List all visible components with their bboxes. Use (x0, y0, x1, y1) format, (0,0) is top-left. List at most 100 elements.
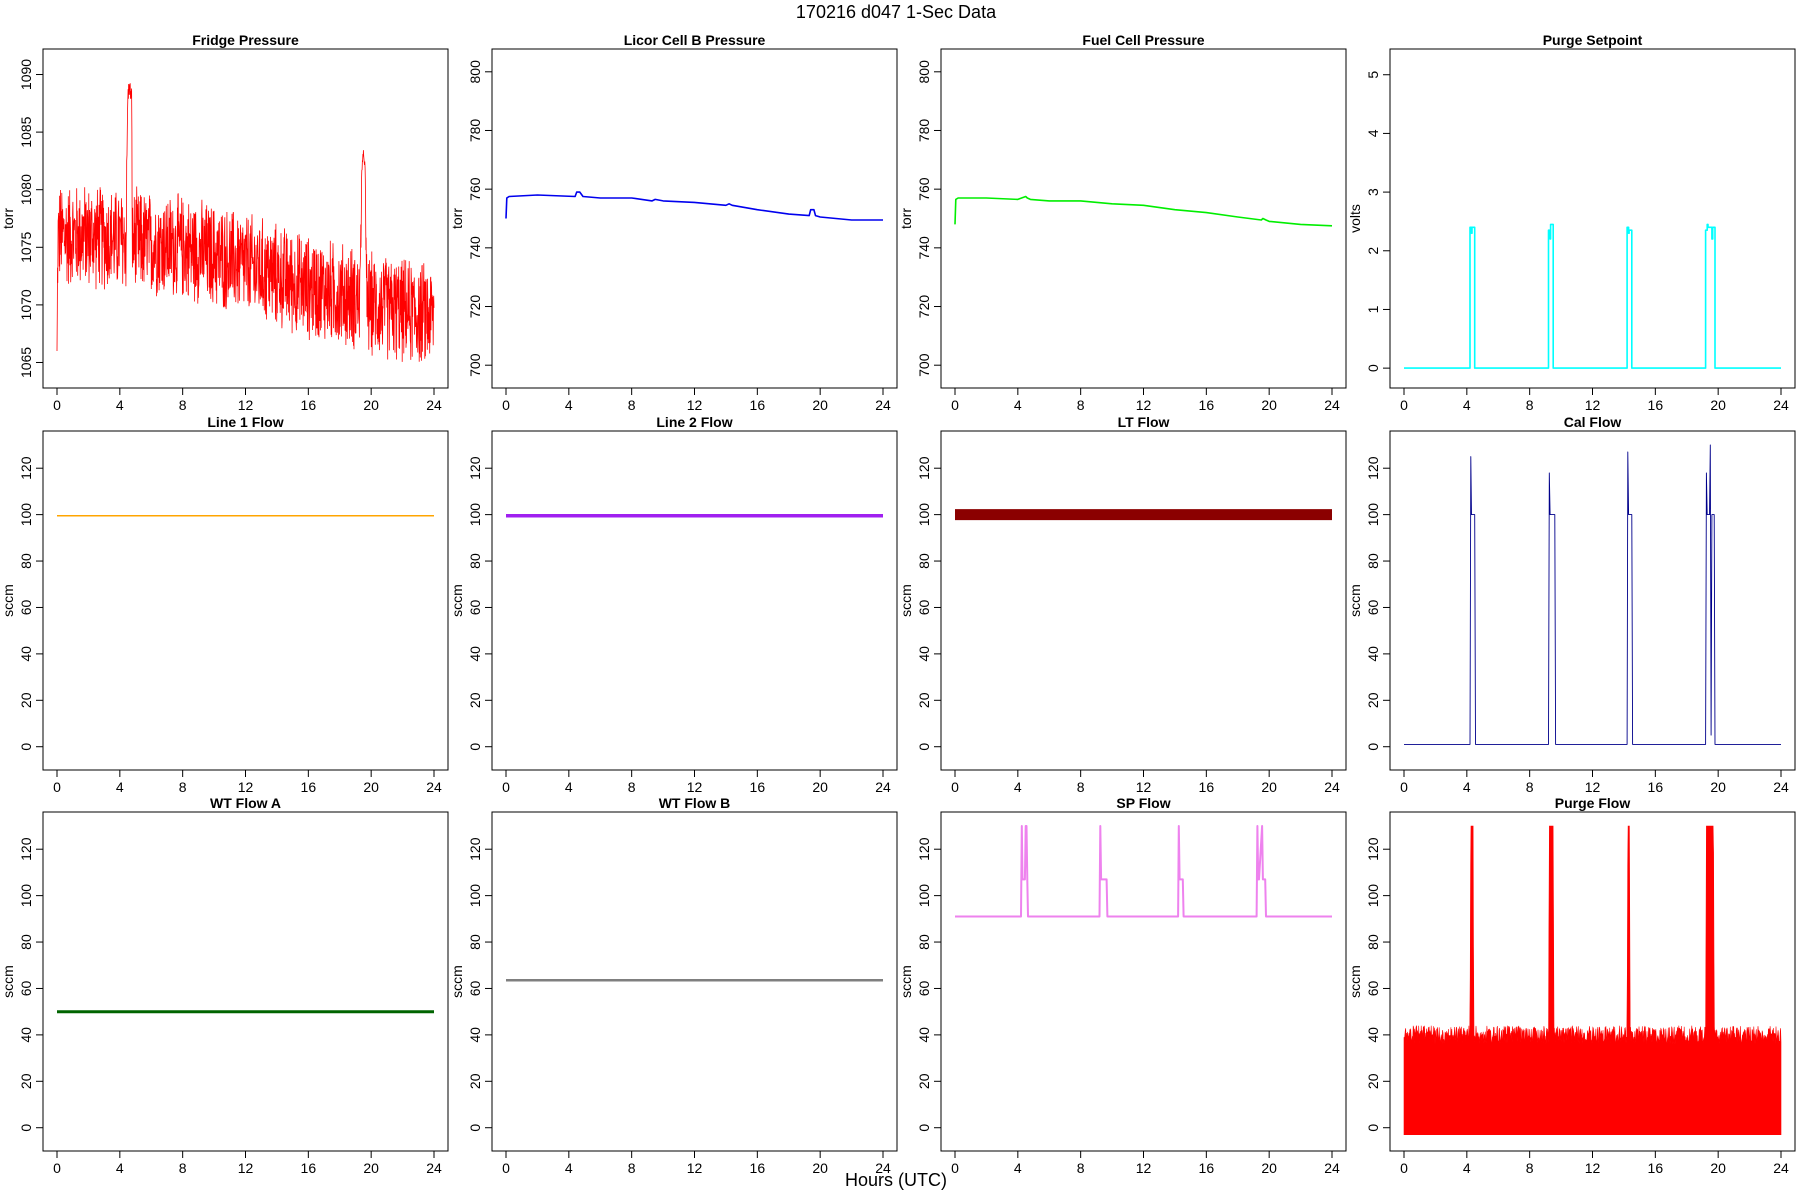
y-tick-label: 100 (18, 503, 34, 527)
y-tick-label: 1 (1365, 305, 1381, 313)
y-tick-label: 3 (1365, 188, 1381, 196)
y-axis-label: torr (0, 208, 16, 229)
y-tick-label: 100 (18, 884, 34, 908)
y-tick-label: 700 (916, 353, 932, 377)
y-tick-label: 40 (18, 646, 34, 662)
x-tick-label: 4 (1014, 779, 1022, 795)
y-tick-label: 100 (1365, 503, 1381, 527)
x-tick-label: 24 (1773, 397, 1789, 413)
panel-title: Line 2 Flow (656, 414, 732, 430)
y-tick-label: 80 (916, 934, 932, 950)
x-tick-label: 4 (1463, 397, 1471, 413)
y-tick-label: 2 (1365, 247, 1381, 255)
panel-title: Cal Flow (1564, 414, 1622, 430)
x-tick-label: 4 (1014, 1160, 1022, 1176)
y-tick-label: 60 (1365, 980, 1381, 996)
x-tick-label: 4 (565, 397, 573, 413)
figure-x-axis-label: Hours (UTC) (845, 1170, 947, 1190)
x-tick-label: 20 (1710, 397, 1726, 413)
y-tick-label: 20 (18, 692, 34, 708)
plot-frame (1389, 430, 1796, 771)
panel-title: Fridge Pressure (192, 32, 299, 48)
x-tick-label: 12 (1585, 779, 1601, 795)
x-tick-label: 16 (1648, 397, 1664, 413)
x-tick-label: 4 (1463, 779, 1471, 795)
y-tick-label: 4 (1365, 129, 1381, 137)
y-tick-label: 60 (1365, 599, 1381, 615)
y-tick-label: 0 (916, 1124, 932, 1132)
y-tick-label: 20 (1365, 692, 1381, 708)
y-tick-label: 1070 (18, 289, 34, 320)
y-tick-label: 0 (18, 1124, 34, 1132)
y-tick-label: 60 (916, 599, 932, 615)
y-tick-label: 120 (18, 456, 34, 480)
plot-frame (940, 430, 1347, 771)
y-tick-label: 20 (916, 1073, 932, 1089)
y-tick-label: 100 (916, 884, 932, 908)
y-tick-label: 20 (18, 1073, 34, 1089)
x-tick-label: 16 (301, 1160, 317, 1176)
x-tick-label: 8 (1526, 779, 1534, 795)
y-tick-label: 40 (1365, 646, 1381, 662)
y-tick-label: 20 (1365, 1073, 1381, 1089)
y-tick-label: 40 (18, 1027, 34, 1043)
series-line (1404, 444, 1781, 745)
x-tick-label: 24 (1324, 1160, 1340, 1176)
x-tick-label: 12 (687, 1160, 703, 1176)
figure-title: 170216 d047 1-Sec Data (796, 2, 997, 22)
x-tick-label: 20 (363, 779, 379, 795)
panel-0: Fridge Pressure torr 0 4 8 12 16 20 24 1065 1070 10… (0, 32, 449, 413)
panel-title: LT Flow (1118, 414, 1170, 430)
plot-frame (491, 430, 898, 771)
panel-title: Licor Cell B Pressure (624, 32, 766, 48)
x-tick-label: 20 (1261, 1160, 1277, 1176)
x-tick-label: 20 (1710, 779, 1726, 795)
series-line (955, 825, 1332, 918)
y-tick-label: 120 (916, 837, 932, 861)
x-tick-label: 12 (238, 779, 254, 795)
y-tick-label: 20 (916, 692, 932, 708)
panel-6: LT Flow sccm 0 4 8 12 16 20 24 0 20 40 60 80 100 120 (898, 414, 1347, 795)
panel-title: Line 1 Flow (207, 414, 283, 430)
x-tick-label: 8 (628, 397, 636, 413)
panel-title: Purge Flow (1555, 795, 1631, 811)
x-tick-label: 16 (301, 397, 317, 413)
y-tick-label: 100 (1365, 884, 1381, 908)
x-tick-label: 12 (687, 397, 703, 413)
y-tick-label: 740 (467, 236, 483, 260)
x-tick-label: 0 (951, 1160, 959, 1176)
y-tick-label: 100 (467, 884, 483, 908)
y-axis-label: sccm (1347, 965, 1363, 998)
y-tick-label: 40 (916, 1027, 932, 1043)
x-tick-label: 24 (1773, 779, 1789, 795)
x-tick-label: 16 (1199, 397, 1215, 413)
y-tick-label: 0 (916, 743, 932, 751)
x-tick-label: 12 (1136, 397, 1152, 413)
y-tick-label: 0 (18, 743, 34, 751)
y-axis-label: torr (449, 208, 465, 229)
x-tick-label: 8 (179, 779, 187, 795)
x-tick-label: 24 (426, 779, 442, 795)
x-tick-label: 8 (179, 397, 187, 413)
panel-title: Purge Setpoint (1543, 32, 1643, 48)
x-tick-label: 0 (53, 779, 61, 795)
y-tick-label: 720 (916, 295, 932, 319)
y-axis-label: sccm (0, 584, 16, 617)
x-tick-label: 4 (1463, 1160, 1471, 1176)
panel-1: Licor Cell B Pressure torr 0 4 8 12 16 20 24 700 7… (449, 32, 898, 413)
x-tick-label: 24 (426, 1160, 442, 1176)
y-tick-label: 0 (467, 1124, 483, 1132)
x-tick-label: 16 (1199, 779, 1215, 795)
x-tick-label: 12 (1136, 779, 1152, 795)
y-tick-label: 40 (916, 646, 932, 662)
x-tick-label: 8 (1077, 779, 1085, 795)
x-tick-label: 20 (363, 397, 379, 413)
y-tick-label: 0 (467, 743, 483, 751)
y-tick-label: 80 (1365, 934, 1381, 950)
panel-title: Fuel Cell Pressure (1082, 32, 1204, 48)
x-tick-label: 12 (238, 397, 254, 413)
x-tick-label: 12 (238, 1160, 254, 1176)
